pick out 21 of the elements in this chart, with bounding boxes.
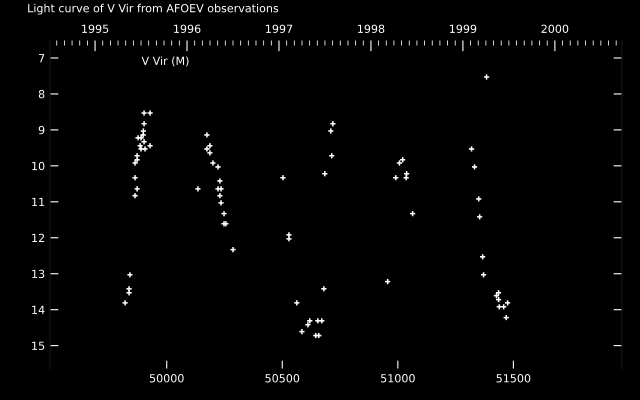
y-tick-label: 12 [32, 234, 44, 242]
x-tick-label: 50000 [150, 374, 184, 382]
y-tick-label: 13 [32, 270, 44, 278]
x2-tick-label: 1996 [174, 24, 200, 33]
y-tick-label: 15 [32, 342, 44, 350]
y-tick-label: 8 [38, 90, 44, 98]
y-tick-label: 11 [32, 198, 44, 206]
x2-tick-label: 1997 [266, 24, 292, 33]
annotation: V Vir (M) [142, 56, 188, 66]
x2-tick-label: 2000 [542, 24, 568, 33]
x2-tick-label: 1995 [82, 24, 108, 33]
y-tick-label: 9 [38, 126, 44, 134]
x-tick-label: 51500 [496, 374, 530, 382]
x2-tick-label: 1998 [358, 24, 384, 33]
x2-tick-label: 1999 [450, 24, 476, 33]
y-tick-label: 7 [38, 54, 44, 62]
y-tick-label: 14 [32, 306, 45, 314]
chart-title: Light curve of V Vir from AFOEV observations [28, 4, 278, 15]
x-tick-label: 50500 [265, 374, 300, 382]
y-tick-label: 10 [32, 162, 44, 170]
x-tick-label: 51000 [381, 374, 415, 382]
